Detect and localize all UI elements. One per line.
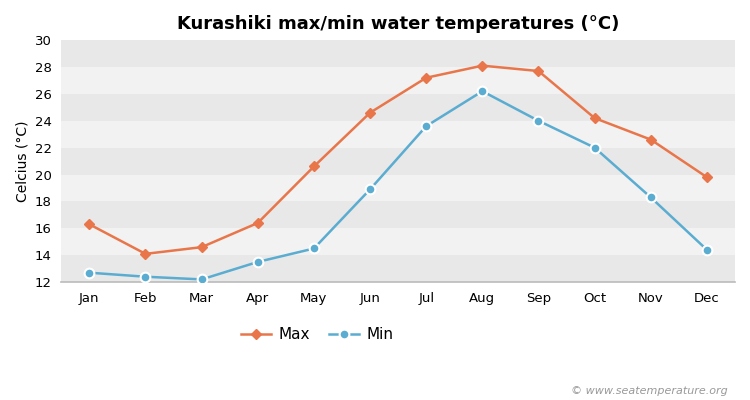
- Max: [422, 75, 430, 80]
- Max: [85, 222, 94, 227]
- Max: [254, 220, 262, 225]
- Min: [590, 145, 599, 150]
- Bar: [62, 255, 735, 282]
- Min: [141, 274, 150, 279]
- Bar: [62, 174, 735, 202]
- Max: [646, 137, 656, 142]
- Bar: [62, 202, 735, 228]
- Bar: [62, 228, 735, 255]
- Min: [254, 260, 262, 264]
- Max: [141, 252, 150, 256]
- Bar: [62, 40, 735, 67]
- Min: [534, 118, 543, 123]
- Min: [646, 195, 656, 200]
- Text: © www.seatemperature.org: © www.seatemperature.org: [571, 386, 728, 396]
- Min: [422, 124, 430, 128]
- Title: Kurashiki max/min water temperatures (°C): Kurashiki max/min water temperatures (°C…: [177, 15, 620, 33]
- Line: Min: Min: [85, 86, 712, 284]
- Min: [197, 277, 206, 282]
- Bar: [62, 67, 735, 94]
- Min: [85, 270, 94, 275]
- Bar: [62, 121, 735, 148]
- Bar: [62, 148, 735, 174]
- Max: [310, 164, 319, 169]
- Max: [365, 110, 374, 115]
- Min: [478, 89, 487, 94]
- Min: [365, 187, 374, 192]
- Line: Max: Max: [86, 62, 711, 258]
- Max: [478, 63, 487, 68]
- Max: [590, 116, 599, 120]
- Legend: Max, Min: Max, Min: [235, 321, 400, 348]
- Bar: [62, 94, 735, 121]
- Min: [310, 246, 319, 251]
- Min: [703, 248, 712, 252]
- Max: [703, 175, 712, 180]
- Max: [197, 245, 206, 250]
- Max: [534, 69, 543, 74]
- Y-axis label: Celcius (°C): Celcius (°C): [15, 120, 29, 202]
